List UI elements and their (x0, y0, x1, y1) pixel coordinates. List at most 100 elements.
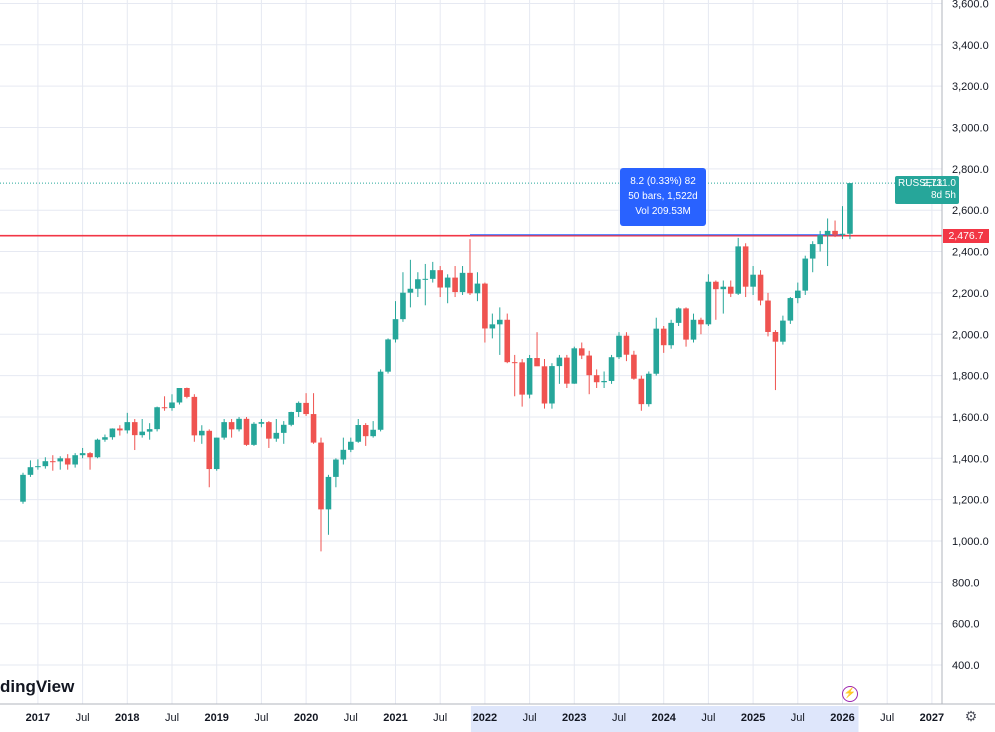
candle-body (444, 277, 451, 288)
time-tick-label: Jul (612, 712, 626, 724)
candle-body (20, 474, 26, 502)
candle-body (169, 402, 175, 409)
bar-countdown: 8d 5h (930, 190, 956, 201)
time-tick-label: Jul (165, 712, 179, 724)
candle-body (623, 335, 630, 355)
measure-tooltip: 8.2 (0.33%) 82 50 bars, 1,522d Vol 209.5… (620, 168, 706, 226)
candle-body (832, 230, 838, 235)
candle-body (400, 292, 406, 320)
price-tick-label: 2,200.0 (952, 288, 989, 300)
candle-body (415, 279, 421, 289)
highlight-band (470, 706, 859, 732)
measure-change: 8.2 (0.33%) 82 (630, 176, 696, 187)
lightning-bolt-icon[interactable]: ⚡ (842, 686, 858, 702)
candle-body (131, 422, 138, 436)
price-tick-label: 3,200.0 (952, 81, 989, 93)
candle-body (452, 277, 458, 293)
candle-body (258, 422, 265, 424)
candle-body (489, 324, 496, 329)
price-tick-label: 1,600.0 (952, 412, 989, 424)
candle-body (653, 328, 660, 374)
candle-body (206, 430, 213, 470)
measure-volume: Vol 209.53M (635, 206, 691, 217)
candle-body (288, 411, 294, 425)
candle-body (660, 328, 667, 346)
candle-body (668, 322, 674, 346)
candle-body (280, 424, 287, 433)
candle-body (817, 235, 823, 245)
candle-body (750, 274, 756, 287)
gear-icon[interactable]: ⚙ (964, 708, 978, 724)
candle-body (631, 354, 637, 379)
time-tick-label: 2021 (383, 712, 407, 724)
candle-body (355, 425, 362, 442)
time-tick-label: 2025 (741, 712, 765, 724)
candle-body (534, 358, 540, 367)
time-tick-label: 2023 (562, 712, 586, 724)
candle-body (839, 233, 846, 235)
candle-body (377, 371, 384, 430)
candle-body (64, 458, 71, 465)
candle-body (221, 422, 227, 438)
time-tick-label: Jul (433, 712, 447, 724)
candle-body (333, 459, 339, 477)
candles (20, 183, 853, 552)
candle-body (102, 437, 108, 440)
candle-body (675, 308, 682, 323)
candle-body (519, 362, 525, 395)
measure-bars: 50 bars, 1,522d (628, 191, 698, 202)
time-tick-label: 2019 (204, 712, 228, 724)
candle-body (236, 418, 242, 430)
candle-body (526, 358, 533, 395)
candle-body (251, 423, 257, 445)
price-tick-label: 1,200.0 (952, 495, 989, 507)
candle-body (154, 407, 160, 430)
candle-body (809, 244, 816, 259)
candle-body (795, 290, 801, 299)
candle-body (690, 319, 697, 340)
candle-body (646, 373, 652, 405)
candle-body (161, 407, 168, 409)
candle-body (847, 183, 853, 234)
price-axis[interactable]: 400.0 600.0 800.0 1,000.0 1,200.0 1,400.0 1,60… (952, 0, 989, 672)
candle-body (474, 283, 481, 294)
price-tick-label: 1,000.0 (952, 536, 989, 548)
candle-body (742, 246, 749, 287)
candle-body (35, 466, 41, 468)
candle-body (79, 453, 86, 456)
candle-body (459, 272, 466, 293)
candle-body (504, 319, 511, 363)
candle-body (146, 429, 153, 432)
price-tick-label: 1,400.0 (952, 453, 989, 465)
price-tick-label: 2,400.0 (952, 247, 989, 259)
candle-body (787, 298, 794, 321)
candle-body (638, 378, 645, 405)
price-tick-label: 1,800.0 (952, 371, 989, 383)
time-tick-label: Jul (701, 712, 715, 724)
time-axis[interactable]: 2017 Jul 2018 Jul 2019 Jul 2020 Jul 2021 Jul 2022 J… (26, 712, 944, 724)
candle-body (385, 339, 391, 372)
time-tick-label: Jul (344, 712, 358, 724)
candle-body (295, 402, 302, 412)
candle-body (705, 281, 712, 325)
price-tick-label: 3,600.0 (952, 0, 989, 10)
candle-body (765, 300, 771, 332)
candle-body (42, 461, 49, 467)
candle-body (511, 362, 518, 364)
candle-body (109, 428, 116, 438)
time-tick-label: Jul (254, 712, 268, 724)
candle-body (735, 246, 741, 294)
candle-body (139, 431, 145, 436)
candle-body (392, 319, 399, 340)
time-tick-label: 2027 (920, 712, 944, 724)
candle-body (273, 432, 280, 439)
candle-body (571, 348, 578, 384)
candle-body (184, 388, 190, 397)
time-tick-label: 2017 (26, 712, 50, 724)
time-tick-label: Jul (880, 712, 894, 724)
candle-body (780, 320, 786, 342)
candle-body (824, 230, 831, 236)
candle-body (467, 272, 473, 294)
candle-body (727, 286, 734, 294)
